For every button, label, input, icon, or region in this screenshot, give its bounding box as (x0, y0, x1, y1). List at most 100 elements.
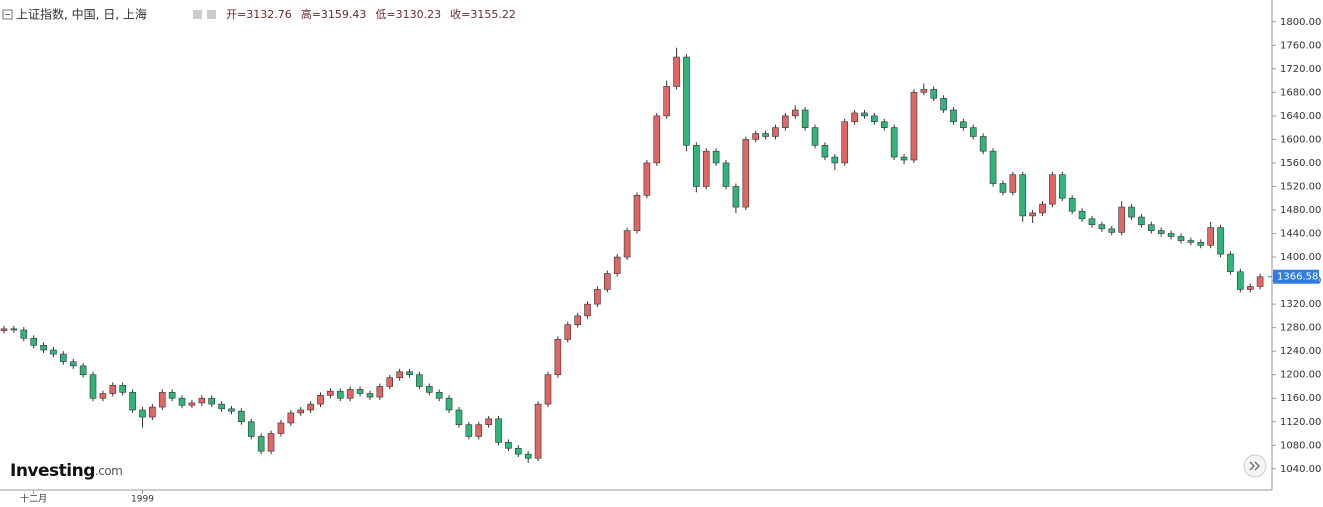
candle-body (564, 324, 572, 340)
candle-body (1217, 227, 1224, 255)
candle-body (1049, 174, 1056, 205)
candle-body (861, 112, 868, 117)
y-tick-label: 1160.00 (1280, 393, 1321, 404)
candle-body (782, 115, 789, 128)
candle-body (1227, 253, 1234, 273)
candle-body (584, 303, 591, 317)
candle-body (762, 133, 769, 137)
collapse-icon[interactable] (2, 9, 13, 20)
candle-body (317, 394, 324, 405)
candle-body (801, 109, 809, 128)
y-tick-label: 1240.00 (1280, 346, 1321, 357)
y-tick-label: 1120.00 (1280, 417, 1321, 428)
candle-body (50, 349, 57, 355)
candle-body (287, 412, 295, 424)
candle-body (920, 89, 928, 93)
candle-body (742, 139, 750, 208)
candle-body (772, 127, 779, 137)
candle-body (683, 56, 690, 146)
candle-body (10, 328, 18, 331)
candle-body (1187, 240, 1195, 243)
candle-body (1138, 216, 1145, 226)
logo: Investing.com (10, 461, 122, 481)
candle-body (1078, 210, 1086, 220)
candle-body (149, 406, 156, 418)
y-tick-label: 1600.00 (1280, 134, 1321, 145)
candle-body (257, 436, 265, 452)
candle-body (396, 371, 403, 378)
ohlc-label: 开=3132.76 (226, 8, 292, 21)
candle-body (218, 403, 225, 410)
candle-body (139, 409, 146, 418)
candle-body (910, 92, 918, 161)
logo-suffix: .com (95, 464, 122, 478)
candle-body (969, 127, 977, 137)
candle-body (69, 361, 77, 367)
candle-body (1148, 224, 1155, 231)
logo-text: Investing (10, 461, 95, 481)
candle-body (871, 115, 878, 123)
candle-body (574, 315, 581, 326)
candle-body (702, 150, 710, 187)
ohlc-label: 高=3159.43 (301, 7, 367, 21)
candle-body (297, 409, 305, 414)
candle-body (712, 150, 720, 164)
candle-body (1197, 242, 1205, 246)
y-tick-label: 1320.00 (1280, 299, 1321, 310)
candle-body (40, 344, 47, 351)
candle-body (960, 121, 967, 128)
settings-icon[interactable] (193, 10, 202, 19)
candle-body (1167, 233, 1175, 237)
y-tick-label: 1440.00 (1280, 229, 1321, 240)
candle-body (880, 121, 888, 128)
candle-body (524, 453, 532, 459)
candle-body (356, 389, 364, 394)
candle-body (346, 389, 354, 399)
candle-body (841, 121, 849, 164)
y-tick-label: 1200.00 (1280, 370, 1321, 381)
candle-body (851, 112, 858, 123)
candle-body (376, 386, 384, 398)
candle-body (1009, 174, 1017, 193)
candle-body (1058, 174, 1066, 199)
candle-body (445, 397, 453, 411)
settings-icon[interactable] (207, 10, 216, 19)
candle-body (1019, 174, 1027, 217)
candle-body (455, 409, 463, 426)
candle-body (732, 186, 740, 208)
candle-body (238, 410, 245, 423)
candle-body (1246, 286, 1254, 290)
y-tick-label: 1480.00 (1280, 205, 1321, 216)
candle-body (485, 418, 492, 426)
candle-body (158, 392, 166, 408)
candle-body (613, 256, 621, 274)
candle-body (30, 337, 37, 346)
candle-body (307, 403, 314, 411)
candle-body (465, 424, 473, 437)
candle-body (89, 374, 97, 399)
scroll-icon (1249, 461, 1260, 471)
candle-body (1088, 218, 1096, 226)
y-tick-label: 1680.00 (1280, 87, 1321, 98)
y-tick-label: 1400.00 (1280, 252, 1321, 263)
candle-body (999, 183, 1007, 193)
candle-body (544, 374, 552, 405)
candle-body (119, 384, 126, 393)
candle-body (930, 89, 938, 99)
y-tick-label: 1040.00 (1280, 464, 1321, 475)
ohlc-label: 低=3130.23 (375, 8, 441, 21)
candle-body (267, 433, 275, 452)
candle-body (752, 133, 759, 140)
candle-body (979, 136, 987, 152)
candle-body (208, 397, 216, 405)
candle-body (515, 447, 522, 455)
candle-body (821, 144, 829, 158)
chart-title: 上证指数, 中国, 日, 上海 (16, 7, 147, 22)
candle-body (495, 418, 502, 443)
candle-body (228, 408, 235, 412)
y-tick-label: 1280.00 (1280, 323, 1321, 334)
candle-body (1108, 228, 1116, 233)
scroll-button[interactable] (1243, 454, 1267, 478)
